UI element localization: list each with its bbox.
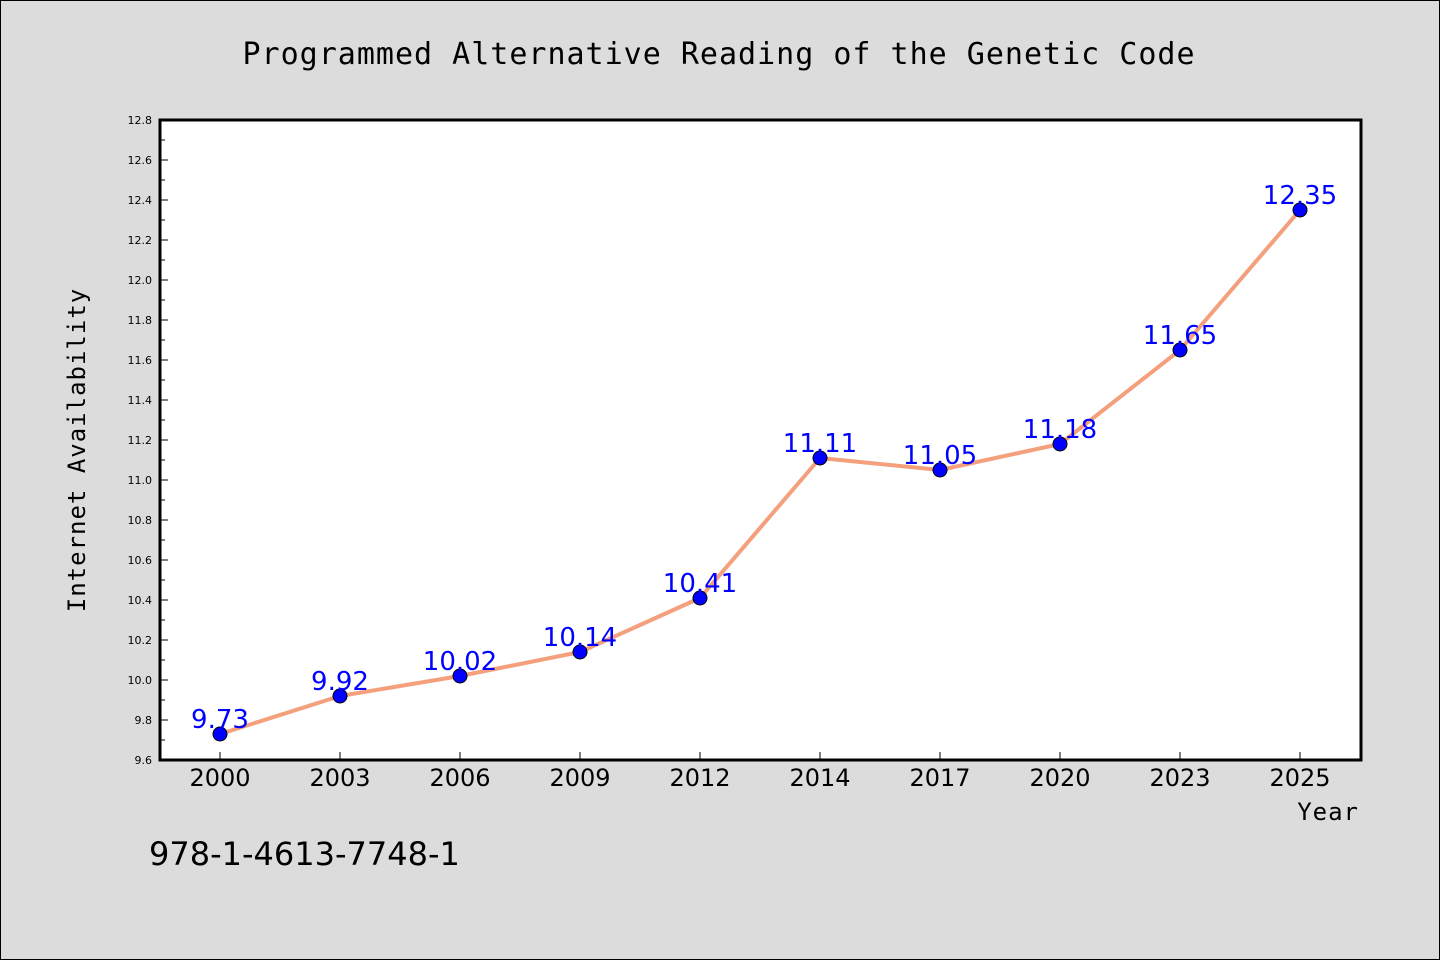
plot-area [160,120,1361,760]
data-point [212,726,228,742]
data-label: 9.92 [311,667,369,697]
data-point [332,688,348,704]
data-point [692,590,708,606]
x-axis-ticks: 2000 2003 2006 2009 2012 2014 2017 2020 2023 2025 [189,752,1331,792]
x-tick-label: 2014 [789,764,850,792]
x-tick-label: 2009 [549,764,610,792]
x-tick-label: 2025 [1269,764,1330,792]
y-tick-label: 12.6 [128,154,153,167]
y-tick-label: 11.6 [128,354,153,367]
x-tick-label: 2020 [1029,764,1090,792]
x-tick-label: 2000 [189,764,250,792]
x-axis-label: Year [1297,798,1359,826]
data-point [572,644,588,660]
chart-title: Programmed Alternative Reading of the Ge… [242,37,1195,72]
data-point [1052,436,1068,452]
y-tick-label: 9.6 [135,754,153,767]
data-label: 12.35 [1263,181,1337,211]
y-tick-label: 10.8 [128,514,153,527]
series: 9.73 9.92 10.02 10.14 10.41 11.11 11.05 11.18 11… [191,181,1337,742]
data-point [1292,202,1308,218]
y-tick-label: 12.2 [128,234,153,247]
y-tick-label: 12.8 [128,114,153,127]
y-tick-label: 10.4 [128,594,153,607]
plot-frame [158,118,1363,762]
y-tick-label: 11.8 [128,314,153,327]
data-point [1172,342,1188,358]
data-point [812,450,828,466]
x-tick-label: 2023 [1149,764,1210,792]
y-tick-label: 11.2 [128,434,153,447]
data-label: 10.14 [543,623,617,653]
data-point [932,462,948,478]
y-tick-label: 10.0 [128,674,153,687]
y-tick-label: 11.0 [128,474,153,487]
x-tick-label: 2017 [909,764,970,792]
y-tick-label: 12.4 [128,194,153,207]
data-label: 10.02 [423,647,497,677]
series-line [218,208,1302,736]
y-axis-ticks: 9.6 9.8 10.0 10.2 10.4 10.6 10.8 11.0 11.2 11.4 11… [128,114,168,767]
data-label: 11.65 [1143,321,1217,351]
y-tick-label: 12.0 [128,274,153,287]
data-point [452,668,468,684]
x-tick-label: 2003 [309,764,370,792]
data-label: 11.18 [1023,415,1097,445]
x-tick-label: 2006 [429,764,490,792]
y-tick-label: 11.4 [128,394,153,407]
data-label: 10.41 [663,569,737,599]
x-tick-label: 2012 [669,764,730,792]
data-label: 9.73 [191,705,249,735]
isbn-text: 978-1-4613-7748-1 [149,835,460,873]
data-label: 11.11 [783,429,857,459]
y-axis-label: Internet Availability [63,288,91,612]
y-tick-label: 10.2 [128,634,153,647]
y-tick-label: 9.8 [135,714,153,727]
y-tick-label: 10.6 [128,554,153,567]
data-label: 11.05 [903,441,977,471]
